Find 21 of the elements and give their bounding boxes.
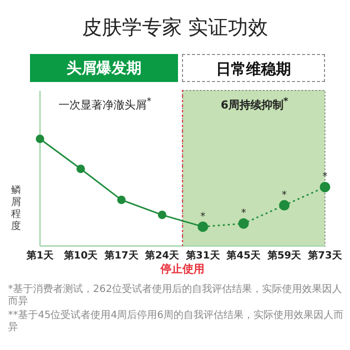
x-tick-label: 第10天 [62,250,99,262]
chart-title: 皮肤学专家 实证功效 [80,14,270,41]
x-tick-label: 第45天 [226,250,262,262]
annotation: * [322,172,328,183]
y-axis-title: 鳞屑程度 [10,185,22,233]
text: **基于45位受试者使用4周后停用6周的自我评估结果，实际使用效果因人而异 [8,310,344,334]
text: 6周持续抑制$^{*}$ [220,95,290,112]
x-tick-label: 第73天 [307,250,343,262]
annotation: * [200,211,206,222]
ref-line-label: 停止使用 [160,262,204,276]
annotation: * [282,190,287,201]
text: *基于消费者测试，262位受试者使用后的自我评估结果，实际使用效果因人而异 [8,284,344,308]
x-tick-label: 第24天 [144,250,180,262]
x-tick-label: 第59天 [266,250,302,262]
x-tick-label: 第17天 [103,250,140,262]
x-tick-label: 第1天 [26,250,54,262]
text: 日常维稳期 [182,54,325,82]
text: 头屑爆发期 [30,54,178,82]
text: 一次显著净澈头屑$^{*}$ [58,95,152,112]
x-tick-label: 第31天 [184,250,221,262]
annotation: * [241,208,246,220]
